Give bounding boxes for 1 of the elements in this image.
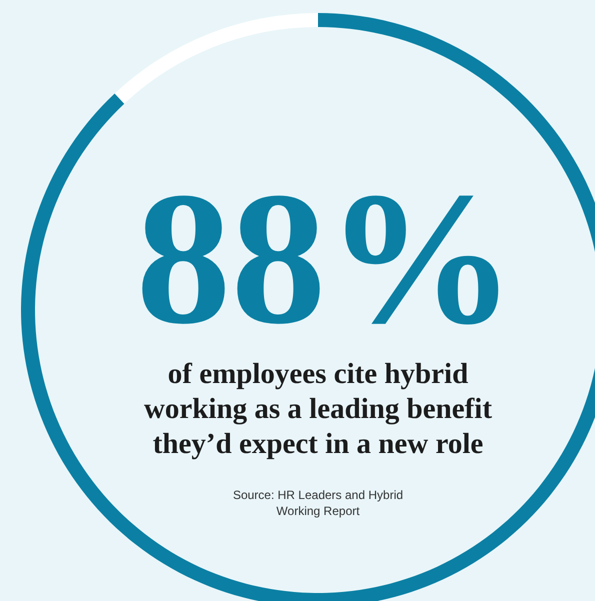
source-note: Source: HR Leaders and Hybrid Working Report xyxy=(232,488,404,518)
